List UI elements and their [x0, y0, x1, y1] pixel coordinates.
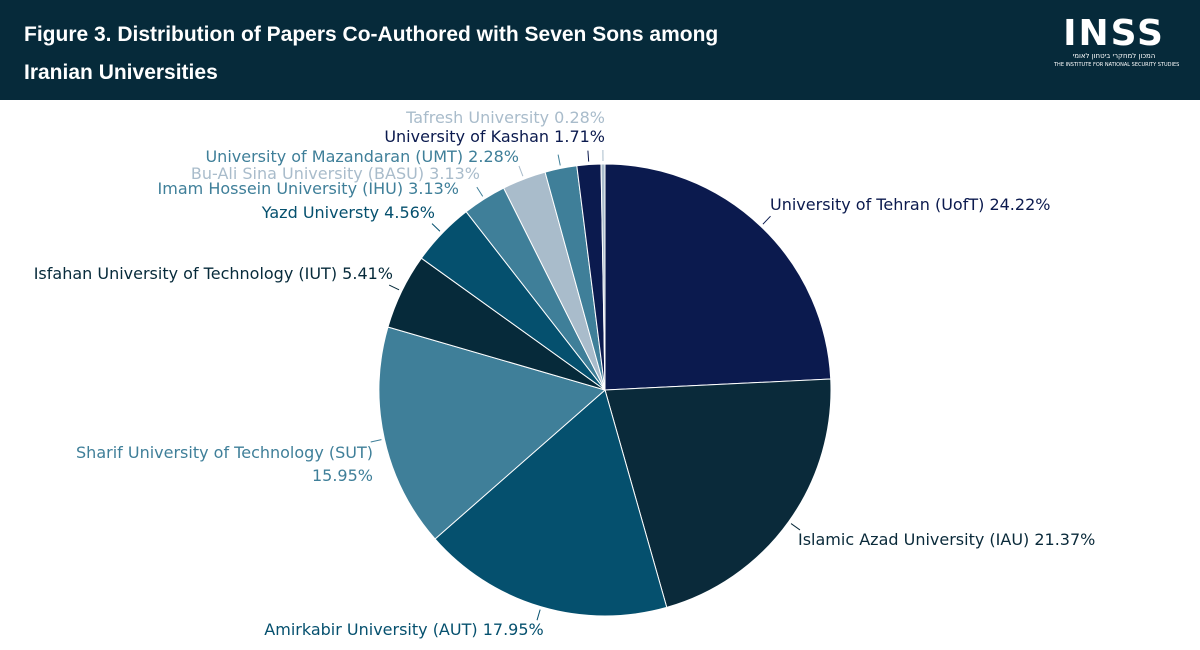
- leader-line: [762, 215, 771, 225]
- leader-line: [790, 523, 801, 531]
- value-label: 17.95%: [483, 620, 544, 639]
- leader-line: [518, 165, 524, 177]
- pie-slice: [378, 326, 607, 540]
- value-label: 21.37%: [1034, 530, 1095, 549]
- leader-line: [476, 186, 484, 197]
- slice-label: University of Kashan 1.71%: [384, 127, 605, 146]
- value-label: 3.13%: [408, 179, 459, 198]
- value-label: 4.56%: [384, 203, 435, 222]
- leader-line: [431, 223, 441, 232]
- header: Figure 3. Distribution of Papers Co-Auth…: [0, 0, 1200, 100]
- pie-slice: [604, 378, 832, 609]
- value-label: 2.28%: [468, 147, 519, 166]
- slice-label: Sharif University of Technology (SUT) 15.…: [76, 443, 373, 485]
- pie-slice: [600, 163, 606, 391]
- logo-english: THE INSTITUTE FOR NATIONAL SECURITY STUD…: [1054, 62, 1180, 68]
- category-label: University of Mazandaran (UMT): [205, 147, 463, 166]
- value-label: 5.41%: [342, 264, 393, 283]
- slice-label: University of Mazandaran (UMT) 2.28%: [205, 147, 519, 166]
- category-label: Amirkabir University (AUT): [264, 620, 477, 639]
- slice-label: Isfahan University of Technology (IUT) 5…: [34, 264, 393, 283]
- category-label: Imam Hossein University (IHU): [158, 179, 404, 198]
- slice-label: Amirkabir University (AUT) 17.95%: [264, 620, 543, 639]
- logo: INSS המכון למחקרי ביטחון לאומי THE INSTI…: [1054, 13, 1180, 70]
- leader-line: [536, 609, 541, 621]
- slice-label: University of Tehran (UofT) 24.22%: [770, 195, 1050, 214]
- logo-name: INSS: [1063, 13, 1165, 54]
- pie-slice: [604, 163, 832, 391]
- leader-line: [557, 154, 561, 166]
- value-label: 24.22%: [989, 195, 1050, 214]
- slice-label: Tafresh University 0.28%: [405, 108, 605, 127]
- title: Figure 3. Distribution of Papers Co-Auth…: [24, 23, 719, 84]
- leader-line: [388, 284, 400, 291]
- category-label: Isfahan University of Technology (IUT): [34, 264, 337, 283]
- category-label: Yazd Universty: [261, 203, 379, 222]
- category-label: Sharif University of Technology (SUT): [76, 443, 373, 462]
- slice-label: Yazd Universty 4.56%: [261, 203, 435, 222]
- slice-label: Imam Hossein University (IHU) 3.13%: [158, 179, 459, 198]
- logo-hebrew: המכון למחקרי ביטחון לאומי: [1072, 52, 1156, 60]
- category-label: Bu-Ali Sina University (BASU): [191, 164, 424, 183]
- category-label: University of Tehran (UofT): [770, 195, 984, 214]
- leader-line: [370, 439, 382, 443]
- leader-line: [587, 150, 590, 162]
- pie-slice: [434, 389, 668, 617]
- category-label: Tafresh University: [405, 108, 549, 127]
- slice-label: Bu-Ali Sina University (BASU) 3.13%: [191, 164, 480, 183]
- category-label: University of Kashan: [384, 127, 549, 146]
- value-label: 0.28%: [554, 108, 605, 127]
- value-label: 15.95%: [312, 466, 373, 485]
- category-label: Islamic Azad University (IAU): [798, 530, 1029, 549]
- value-label: 1.71%: [554, 127, 605, 146]
- slice-label: Islamic Azad University (IAU) 21.37%: [798, 530, 1095, 549]
- value-label: 3.13%: [429, 164, 480, 183]
